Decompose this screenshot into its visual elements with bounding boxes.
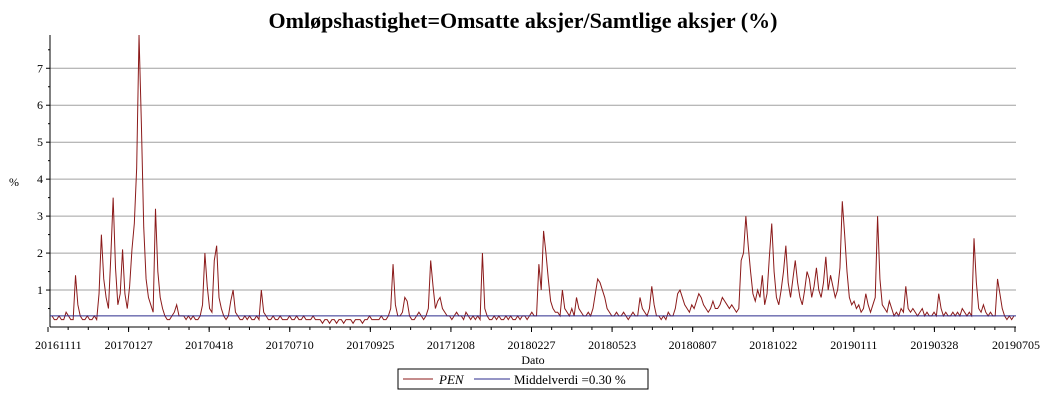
x-tick-label: 20170925 — [346, 338, 394, 352]
x-tick-label: 20170710 — [266, 338, 314, 352]
y-axis-label: % — [9, 175, 19, 189]
x-axis-label: Dato — [521, 353, 544, 367]
x-tick-label: 20170127 — [105, 338, 153, 352]
y-tick-label-2: 2 — [37, 246, 43, 260]
y-tick-label-1: 1 — [37, 283, 43, 297]
series-pen-line — [51, 34, 1015, 325]
grid-lines — [50, 67, 1016, 291]
x-tick-label: 20190111 — [830, 338, 877, 352]
y-tick-label-6: 6 — [37, 98, 43, 112]
chart-title: Omløpshastighet=Omsatte aksjer/Samtlige … — [269, 8, 778, 33]
y-tick-label-3: 3 — [37, 209, 43, 223]
x-tick-label: 20180523 — [588, 338, 636, 352]
y-tick-label-7: 7 — [37, 61, 43, 75]
legend-box — [397, 368, 649, 390]
x-tick-label: 20180807 — [669, 338, 717, 352]
y-tick-label-4: 4 — [37, 172, 43, 186]
x-axis-ticks: 20161111 20170127 20170418 20170710 20170925… — [35, 327, 1040, 352]
series-lines — [50, 34, 1016, 325]
legend: PEN Middelverdi =0.30 % — [397, 368, 649, 390]
x-tick-label: 20190705 — [992, 338, 1040, 352]
x-tick-label: 20161111 — [35, 338, 82, 352]
x-tick-label: 20190328 — [910, 338, 958, 352]
y-tick-label-5: 5 — [37, 135, 43, 149]
x-tick-label: 20171208 — [427, 338, 475, 352]
x-tick-label: 20181022 — [749, 338, 797, 352]
y-axis-ticks: 1 2 3 4 5 6 7 — [37, 49, 50, 310]
x-tick-label: 20180227 — [508, 338, 556, 352]
x-tick-label: 20170418 — [185, 338, 233, 352]
legend-mean-label: Middelverdi =0.30 % — [514, 372, 626, 387]
legend-pen-label: PEN — [438, 372, 465, 387]
